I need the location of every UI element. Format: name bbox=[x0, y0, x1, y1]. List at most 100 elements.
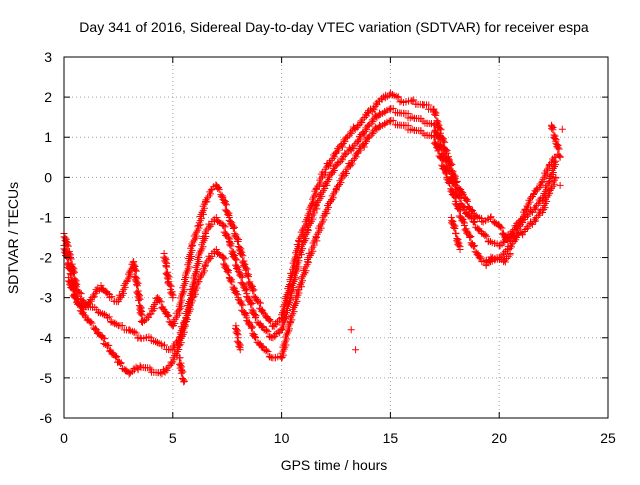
data-marker bbox=[453, 177, 461, 185]
data-marker bbox=[326, 158, 334, 166]
x-tick-label: 20 bbox=[491, 430, 507, 446]
data-marker bbox=[369, 104, 377, 112]
data-marker bbox=[338, 156, 346, 164]
data-marker bbox=[528, 208, 536, 216]
data-marker bbox=[313, 205, 321, 213]
data-marker bbox=[375, 124, 383, 132]
data-marker bbox=[350, 141, 358, 149]
y-tick-label: -6 bbox=[40, 410, 53, 426]
data-marker bbox=[469, 207, 477, 215]
data-marker bbox=[221, 200, 229, 208]
data-marker bbox=[456, 243, 464, 251]
data-marker bbox=[385, 117, 393, 125]
data-marker bbox=[347, 158, 355, 166]
data-marker bbox=[394, 93, 402, 101]
data-marker bbox=[167, 282, 175, 290]
data-marker bbox=[531, 203, 539, 211]
data-marker bbox=[455, 241, 463, 249]
data-marker bbox=[241, 311, 249, 319]
data-marker bbox=[341, 138, 349, 146]
data-marker bbox=[535, 184, 543, 192]
data-marker bbox=[450, 223, 458, 231]
data-marker bbox=[264, 327, 272, 335]
data-marker bbox=[370, 114, 378, 122]
data-marker bbox=[362, 110, 370, 118]
data-marker bbox=[339, 139, 347, 147]
data-marker bbox=[538, 209, 546, 217]
data-marker bbox=[365, 107, 373, 115]
data-marker bbox=[64, 242, 72, 250]
data-marker bbox=[531, 215, 539, 223]
data-marker bbox=[266, 352, 274, 360]
data-marker bbox=[262, 326, 270, 334]
data-marker bbox=[347, 162, 355, 170]
data-marker bbox=[467, 232, 475, 240]
data-marker bbox=[396, 98, 404, 106]
data-marker bbox=[112, 353, 120, 361]
data-marker bbox=[360, 131, 368, 139]
data-marker bbox=[66, 270, 74, 278]
data-marker bbox=[554, 144, 562, 152]
data-marker bbox=[487, 253, 495, 261]
data-marker bbox=[349, 156, 357, 164]
data-marker bbox=[351, 151, 359, 159]
data-marker bbox=[372, 99, 380, 107]
data-marker bbox=[331, 149, 339, 157]
data-marker bbox=[247, 324, 255, 332]
data-marker bbox=[538, 178, 546, 186]
y-tick-labels: -6 -5 -4 -3 -2 -1 0 1 2 3 bbox=[40, 49, 53, 426]
x-axis-label: GPS time / hours bbox=[281, 457, 388, 473]
data-marker bbox=[117, 359, 125, 367]
data-marker bbox=[471, 217, 479, 225]
data-marker bbox=[233, 329, 241, 337]
data-marker bbox=[247, 301, 255, 309]
data-marker bbox=[538, 197, 546, 205]
data-marker bbox=[242, 286, 250, 294]
data-marker bbox=[549, 157, 557, 165]
data-marker bbox=[365, 133, 373, 141]
data-marker bbox=[341, 168, 349, 176]
data-marker bbox=[105, 313, 113, 321]
data-marker bbox=[241, 287, 249, 295]
data-marker bbox=[264, 347, 272, 355]
data-marker bbox=[259, 343, 267, 351]
data-marker bbox=[113, 320, 121, 328]
data-marker bbox=[213, 250, 221, 258]
data-marker bbox=[348, 160, 356, 168]
data-marker bbox=[368, 107, 376, 115]
data-marker bbox=[359, 115, 367, 123]
data-marker bbox=[227, 242, 235, 250]
data-marker bbox=[452, 194, 460, 202]
data-marker bbox=[534, 200, 542, 208]
data-marker bbox=[410, 96, 418, 104]
data-marker bbox=[345, 131, 353, 139]
data-marker bbox=[532, 187, 540, 195]
data-marker bbox=[374, 97, 382, 105]
data-marker bbox=[98, 285, 106, 293]
data-marker bbox=[447, 162, 455, 170]
x-tick-label: 15 bbox=[383, 430, 399, 446]
data-marker bbox=[536, 180, 544, 188]
data-marker bbox=[337, 157, 345, 165]
data-marker bbox=[466, 213, 474, 221]
data-marker bbox=[101, 335, 109, 343]
data-marker bbox=[111, 352, 119, 360]
data-marker bbox=[348, 143, 356, 151]
data-marker bbox=[385, 105, 393, 113]
data-marker bbox=[368, 116, 376, 124]
data-marker bbox=[224, 269, 232, 277]
data-marker bbox=[77, 290, 85, 298]
data-marker bbox=[362, 124, 370, 132]
data-marker bbox=[304, 259, 312, 267]
data-marker bbox=[438, 155, 446, 163]
data-marker bbox=[368, 128, 376, 136]
data-marker bbox=[434, 147, 442, 155]
data-marker bbox=[215, 186, 223, 194]
data-marker bbox=[325, 162, 333, 170]
data-marker bbox=[486, 257, 494, 265]
data-marker bbox=[134, 364, 142, 372]
data-marker bbox=[164, 363, 172, 371]
data-marker bbox=[81, 312, 89, 320]
data-marker bbox=[452, 178, 460, 186]
data-marker bbox=[97, 333, 105, 341]
